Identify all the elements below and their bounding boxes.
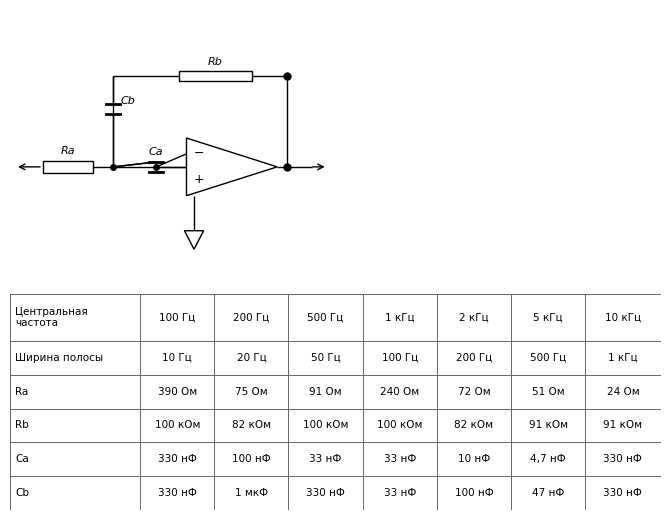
Text: 75 Ом: 75 Ом [235,387,267,397]
Text: 72 Ом: 72 Ом [458,387,490,397]
Text: 10 нФ: 10 нФ [458,454,490,464]
Text: 4,7 нФ: 4,7 нФ [530,454,566,464]
Text: 100 кОм: 100 кОм [303,420,348,431]
Text: 2 кГц: 2 кГц [459,312,489,322]
Polygon shape [184,231,204,249]
Text: 330 нФ: 330 нФ [603,488,642,498]
Text: Cb: Cb [15,488,30,498]
Text: 200 Гц: 200 Гц [233,312,269,322]
Text: Ra: Ra [15,387,28,397]
Text: Cb: Cb [121,96,136,106]
Text: 500 Гц: 500 Гц [308,312,343,322]
Text: −: − [194,147,204,160]
Polygon shape [187,138,278,196]
Text: Ra: Ra [60,146,75,156]
Text: +: + [194,174,205,186]
Text: 200 Гц: 200 Гц [456,353,492,363]
Text: 100 нФ: 100 нФ [232,454,271,464]
Text: 330 нФ: 330 нФ [306,488,345,498]
Text: 1 мкФ: 1 мкФ [235,488,268,498]
Text: 91 Ом: 91 Ом [309,387,342,397]
Text: 33 нФ: 33 нФ [384,488,416,498]
Text: 82 кОм: 82 кОм [232,420,271,431]
Text: 10 Гц: 10 Гц [163,353,192,363]
Text: 100 кОм: 100 кОм [155,420,200,431]
Text: 500 Гц: 500 Гц [530,353,566,363]
Text: Ca: Ca [15,454,29,464]
Text: 50 Гц: 50 Гц [310,353,341,363]
Text: 10 кГц: 10 кГц [605,312,641,322]
Text: 82 кОм: 82 кОм [454,420,493,431]
Text: 24 Ом: 24 Ом [607,387,639,397]
Text: 1 кГц: 1 кГц [608,353,638,363]
Bar [179,71,252,81]
Text: 330 нФ: 330 нФ [158,454,197,464]
Text: 1 кГц: 1 кГц [385,312,415,322]
Text: 100 Гц: 100 Гц [382,353,418,363]
Text: 330 нФ: 330 нФ [158,488,197,498]
Text: 33 нФ: 33 нФ [384,454,416,464]
Text: Rb: Rb [15,420,29,431]
Text: 100 кОм: 100 кОм [377,420,423,431]
Text: 330 нФ: 330 нФ [603,454,642,464]
Text: 51 Ом: 51 Ом [532,387,564,397]
Text: Rb: Rb [208,57,223,67]
Bar [43,161,93,173]
Text: 91 кОм: 91 кОм [529,420,568,431]
Text: Центральная
частота: Центральная частота [15,306,88,328]
Text: 47 нФ: 47 нФ [532,488,564,498]
Text: 20 Гц: 20 Гц [237,353,266,363]
Text: 240 Ом: 240 Ом [380,387,419,397]
Text: 91 кОм: 91 кОм [603,420,642,431]
Text: Ca: Ca [149,147,163,157]
Text: 100 Гц: 100 Гц [159,312,196,322]
Text: 33 нФ: 33 нФ [309,454,342,464]
Text: 390 Ом: 390 Ом [158,387,197,397]
Text: 5 кГц: 5 кГц [533,312,563,322]
Text: Ширина полосы: Ширина полосы [15,353,103,363]
Text: 100 нФ: 100 нФ [454,488,493,498]
